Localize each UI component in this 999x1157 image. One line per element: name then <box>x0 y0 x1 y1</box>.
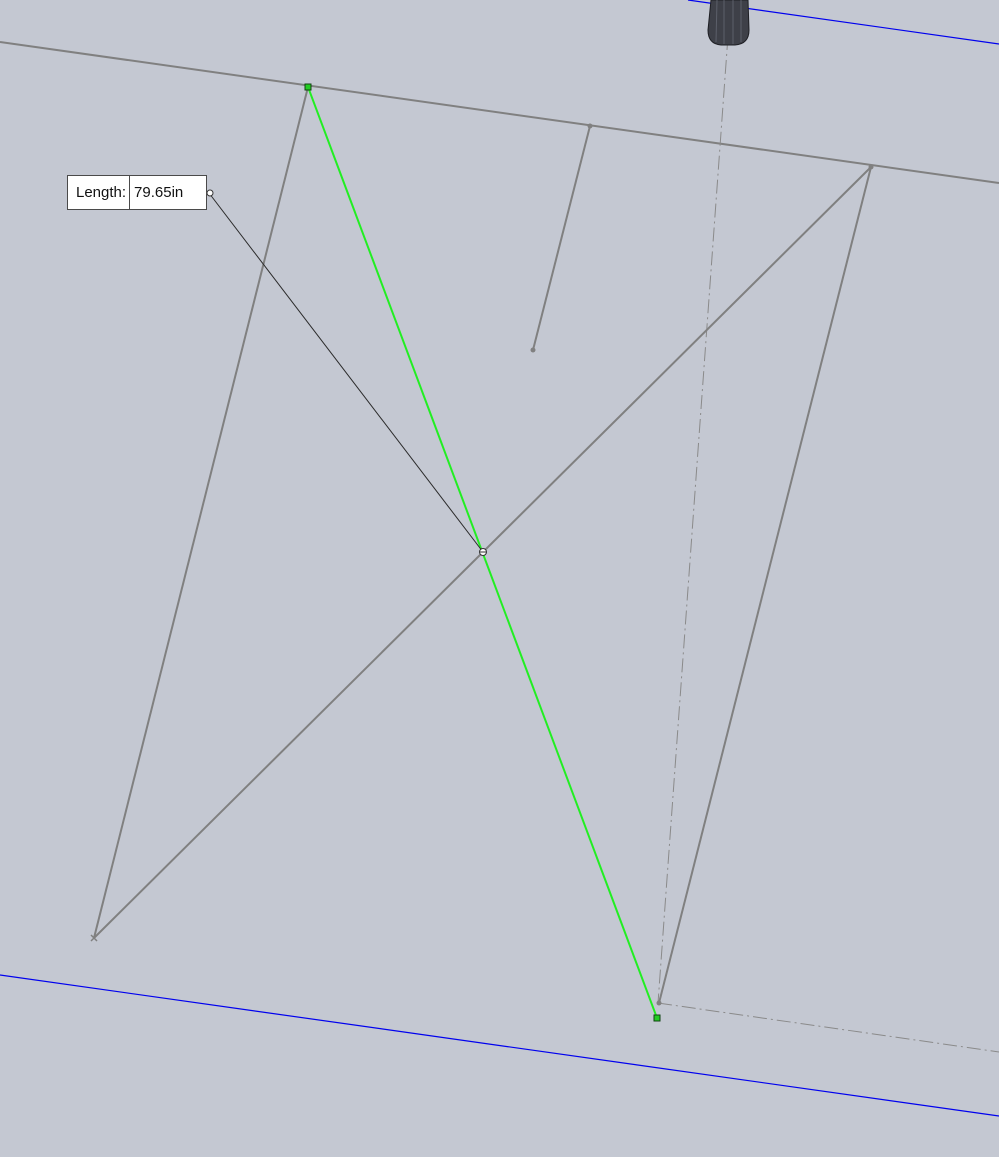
dimension-leader-line <box>208 192 484 553</box>
vertical-centerline[interactable] <box>657 35 729 1004</box>
blue-reference-line-bottom[interactable] <box>0 974 999 1117</box>
top-edge-line[interactable] <box>0 41 999 184</box>
bottom-centerline[interactable] <box>657 1002 999 1053</box>
length-value-field[interactable]: 79.65in <box>134 184 184 201</box>
endpoint-bottom-left[interactable] <box>90 934 98 942</box>
right-sketch-line[interactable] <box>658 166 872 1004</box>
left-sketch-line[interactable] <box>93 86 309 939</box>
endpoint-bottom-right[interactable] <box>656 1000 662 1006</box>
midpoint-marker[interactable] <box>479 548 487 556</box>
length-dimension-box[interactable]: Length: 79.65in <box>67 175 208 210</box>
length-label: Length: <box>68 176 131 209</box>
selected-endpoint-handle-bottom[interactable] <box>653 1014 661 1022</box>
tool-body-icon[interactable] <box>707 0 750 46</box>
short-sketch-line[interactable] <box>532 125 591 351</box>
endpoint-right-top[interactable] <box>868 164 874 170</box>
selected-endpoint-handle-top[interactable] <box>304 83 312 91</box>
endpoint-short-line-top[interactable] <box>587 123 593 129</box>
dimension-leader-start <box>206 189 214 197</box>
endpoint-short-line-bottom[interactable] <box>530 347 536 353</box>
